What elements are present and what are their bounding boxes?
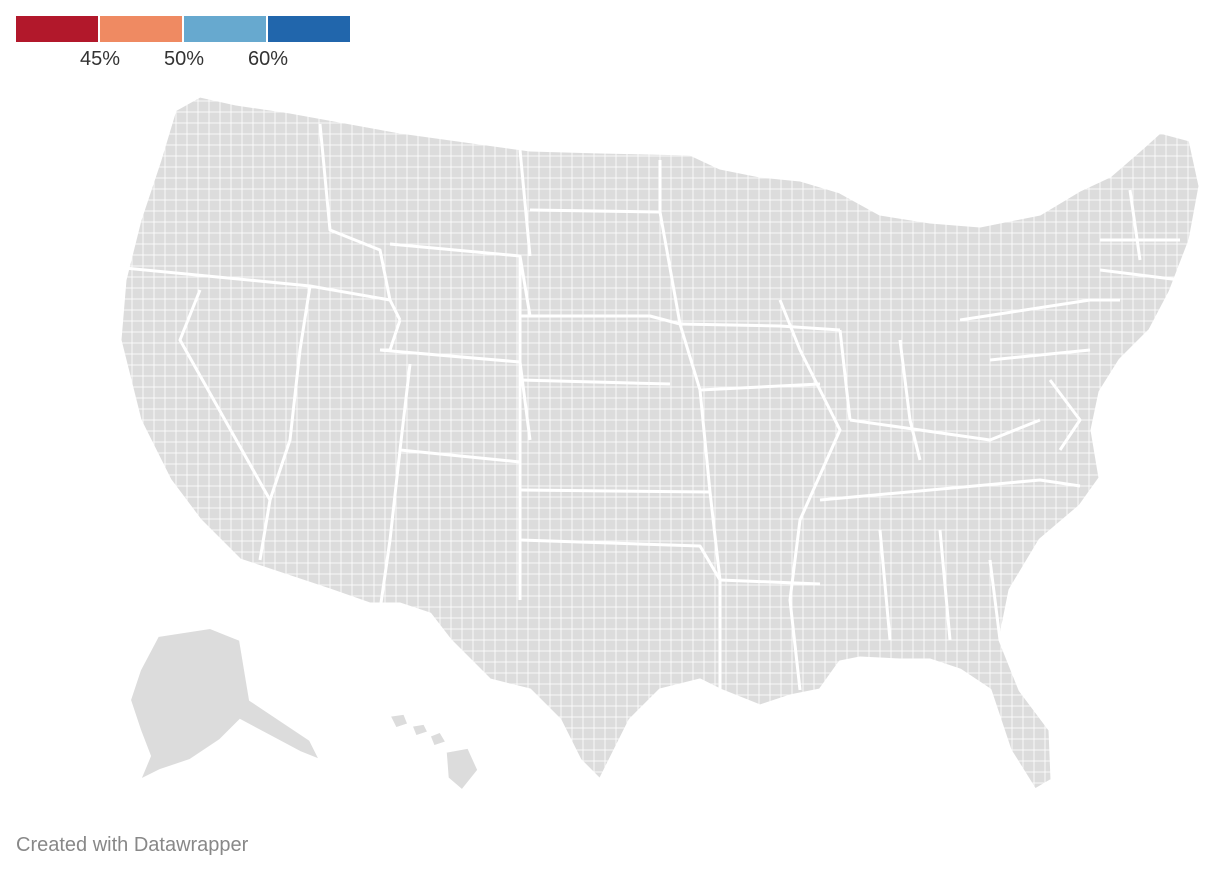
legend-swatch-45-50 xyxy=(100,16,182,42)
datawrapper-credit: Created with Datawrapper xyxy=(16,834,249,856)
legend-swatch-above-60 xyxy=(268,16,350,42)
legend-tick-50: 50% xyxy=(163,48,205,70)
legend-tick-60: 60% xyxy=(247,48,289,70)
state-border-lines xyxy=(124,123,1181,691)
alaska-outline xyxy=(128,626,323,783)
legend-swatch-below-45 xyxy=(16,16,98,42)
contiguous-us-outline xyxy=(118,94,1202,792)
county-choropleth-map xyxy=(118,94,1202,792)
legend-swatch-50-60 xyxy=(184,16,266,42)
legend-tick-45: 45% xyxy=(79,48,121,70)
hawaii-islands xyxy=(388,713,479,792)
legend: 45% 50% 60% xyxy=(16,16,352,72)
